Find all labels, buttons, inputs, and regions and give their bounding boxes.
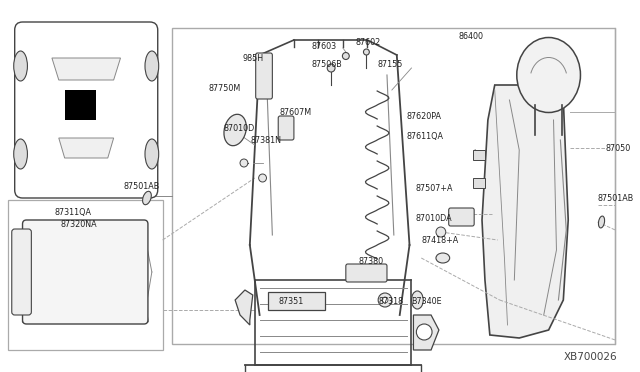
Text: 87050: 87050 [605,144,630,153]
Text: 87318: 87318 [378,298,403,307]
Text: 87620PA: 87620PA [406,112,442,121]
Text: 87320NA: 87320NA [61,219,97,228]
Text: 87501AB: 87501AB [124,182,160,190]
Text: 985H: 985H [243,54,264,62]
Ellipse shape [598,216,605,228]
Circle shape [417,324,432,340]
Text: 87155: 87155 [377,60,403,68]
Polygon shape [482,85,568,338]
Circle shape [342,52,349,60]
Circle shape [382,297,388,303]
FancyBboxPatch shape [449,208,474,226]
Bar [473,150,485,160]
Polygon shape [59,138,114,158]
Text: 87010DA: 87010DA [415,214,452,222]
Text: 87507+A: 87507+A [415,183,453,192]
FancyBboxPatch shape [346,264,387,282]
FancyBboxPatch shape [278,116,294,140]
Text: 87602: 87602 [356,38,381,46]
Polygon shape [52,58,120,80]
Ellipse shape [145,139,159,169]
Ellipse shape [143,191,151,205]
Bar [172,28,615,344]
Text: 87607M: 87607M [279,108,311,116]
Text: 87311QA: 87311QA [55,208,92,217]
Text: 87603: 87603 [312,42,337,51]
Ellipse shape [436,253,450,263]
Ellipse shape [145,51,159,81]
Ellipse shape [13,51,28,81]
Ellipse shape [13,139,28,169]
Ellipse shape [516,38,580,112]
Bar [8,200,163,350]
Text: 86400: 86400 [458,32,483,41]
Circle shape [240,159,248,167]
Circle shape [378,293,392,307]
Bar [65,90,96,120]
Text: 87380: 87380 [358,257,384,266]
FancyBboxPatch shape [12,229,31,315]
Text: 87501AB: 87501AB [598,193,634,202]
Polygon shape [235,290,253,325]
Ellipse shape [412,291,423,309]
Polygon shape [22,222,148,322]
Ellipse shape [224,114,246,146]
Text: 87351: 87351 [278,298,303,307]
Text: B7340E: B7340E [412,298,442,307]
Text: 87611QA: 87611QA [406,131,444,141]
Text: XB700026: XB700026 [564,352,617,362]
Text: 87010D: 87010D [223,124,255,132]
Bar [268,292,325,310]
Circle shape [259,174,266,182]
Text: 87381N: 87381N [251,135,282,144]
Bar [473,178,485,188]
Text: 87506B: 87506B [312,60,342,68]
Circle shape [436,227,445,237]
FancyBboxPatch shape [15,22,157,198]
FancyBboxPatch shape [22,220,148,324]
Text: 87418+A: 87418+A [421,235,458,244]
FancyBboxPatch shape [256,53,273,99]
Circle shape [327,64,335,72]
Text: 87750M: 87750M [209,83,241,93]
Polygon shape [413,315,439,350]
Circle shape [364,49,369,55]
